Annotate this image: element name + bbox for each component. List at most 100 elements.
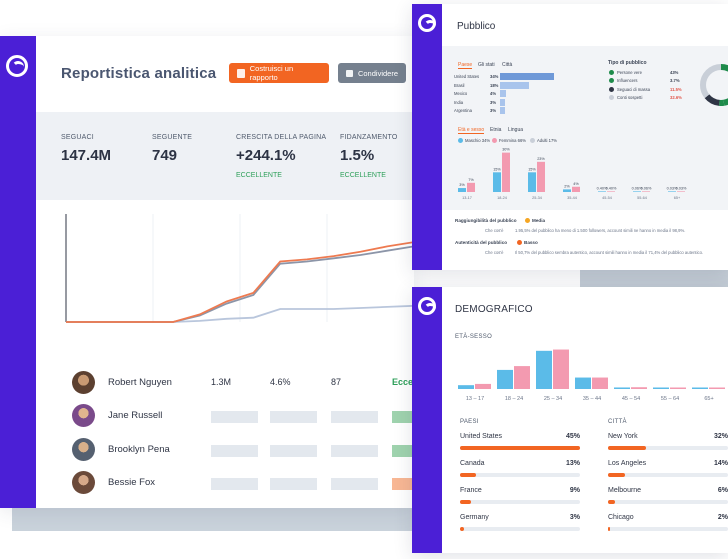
donut-slice [700,64,728,106]
type-name: Influencers [617,78,638,84]
list-item: Canada 13% [460,460,580,482]
authenticity-title: Autenticità del pubblico [455,240,508,245]
stat-value: 147.4M [61,147,112,164]
item-pct: 14% [713,460,728,467]
age-bar [709,387,725,389]
age-bar [575,377,591,389]
progress-fill [460,527,464,531]
share-icon [346,69,353,77]
stat-label: FIDANZAMENTO [340,134,398,141]
country-pct: 18% [490,82,499,88]
card-shadow-slab [12,506,414,531]
country-name: United States [454,74,480,79]
audience-age-bar-chart: 3%7% 13-17 15% 30% 18-24 15% 23% 25-34 2%4% 35-44… [458,148,687,200]
table-row[interactable]: Brooklyn Pena [72,438,414,462]
user-name: Robert Nguyen [108,377,172,388]
age-bar [553,349,569,389]
table-row[interactable]: Robert Nguyen 1.3M 4.6% 87 Ecce [72,371,414,395]
item-pct: 13% [565,460,580,467]
followers-value: 1.3M [211,377,232,387]
tab-ethnicity[interactable]: Etnia [490,127,502,133]
age-bar [563,189,571,192]
demographic-title: DEMOGRAFICO [455,304,533,315]
stat-value: +244.1% [236,147,296,164]
type-dot [609,94,614,100]
app-logo-icon[interactable] [418,14,436,32]
stat-engagement: FIDANZAMENTO 1.5% ECCELLENTE [340,134,398,179]
stat-note: ECCELLENTE [236,172,282,179]
age-tick-label: 65+ [674,196,681,200]
adult-legend-dot [530,138,535,143]
age-bar-label: 0.40% [597,186,608,190]
placeholder-cell [392,478,414,490]
age-bar-label: 0.06% [632,186,643,190]
tab-states[interactable]: Gli stati [478,62,495,68]
age-bar [493,172,501,192]
type-dot [609,70,614,75]
stat-label: SEGUACI [61,134,94,141]
tab-language[interactable]: Lingua [508,127,524,133]
app-logo-icon[interactable] [418,297,436,315]
age-bar [631,387,647,389]
audience-card: Pubblico Paese Gli stati Città United St… [412,4,728,270]
age-bar [497,369,513,389]
table-row[interactable]: Bessie Fox [72,471,414,495]
placeholder-cell [270,478,317,490]
authenticity-badge: Basso [524,240,538,245]
country-name: Argentina [454,108,472,114]
age-tick-label: 45-54 [602,196,612,200]
list-item: Los Angeles 14% [608,460,728,482]
demographic-card: DEMOGRAFICO ETÀ-SESSO 13 – 17 18 – 24 25 –… [412,287,728,553]
placeholder-cell [331,478,378,490]
authenticity-help-link[interactable]: Che cos'è [485,250,504,255]
audience-donut-chart [700,64,728,106]
avatar [72,371,95,394]
age-bar-label: 23% [537,157,545,161]
male-legend-dot [458,138,463,143]
sidebar-rail [0,36,36,508]
countries-label: PAESI [460,419,479,425]
age-tick-label: 35-44 [567,196,577,200]
country-pct: 3% [490,99,497,105]
rating-value: Ecce [392,377,414,387]
item-pct: 2% [717,514,728,521]
age-bar [677,191,685,192]
item-pct: 3% [569,514,580,521]
share-button[interactable]: Condividere [338,63,406,83]
item-pct: 9% [569,487,580,494]
age-bar [598,191,606,192]
list-item: France 9% [460,487,580,509]
stats-band: SEGUACI 147.4M SEGUENTE 749 CRESCITA DEL… [36,112,414,200]
female-legend-dot [492,138,497,143]
tab-country[interactable]: Paese [458,62,473,69]
item-name: Los Angeles [608,460,647,467]
user-name: Jane Russell [108,410,163,421]
tab-cities[interactable]: Città [502,62,513,68]
age-bar [572,186,580,192]
progress-fill [608,446,647,450]
user-name: Bessie Fox [108,477,155,488]
age-tick-label: 18-24 [497,196,507,200]
country-pct: 3% [490,108,497,114]
age-bar [514,366,530,389]
score-value: 87 [331,377,342,387]
list-item: New York 32% [608,433,728,455]
document-icon [237,68,245,78]
age-tick-label: 25 – 34 [544,396,562,402]
progress-track [460,527,580,531]
age-sex-label: ETÀ-SESSO [455,334,493,340]
progress-fill [460,473,476,477]
reach-badge-dot [525,218,530,223]
table-row[interactable]: Jane Russell [72,404,414,428]
engagement-value: 4.6% [270,377,291,387]
type-name: Persone vere [617,70,642,75]
age-bar [458,385,474,389]
placeholder-cell [392,445,414,457]
tab-age-sex[interactable]: Età e sesso [458,127,485,134]
create-report-button[interactable]: Costruisci un rapporto [229,63,329,83]
progress-track [608,446,728,450]
app-logo-icon[interactable] [6,55,28,77]
stat-page-growth: CRESCITA DELLA PAGINA +244.1% ECCELLENTE [236,134,326,179]
reach-help-link[interactable]: Che cos'è [485,228,504,233]
age-bar-label: 2% [564,184,570,188]
